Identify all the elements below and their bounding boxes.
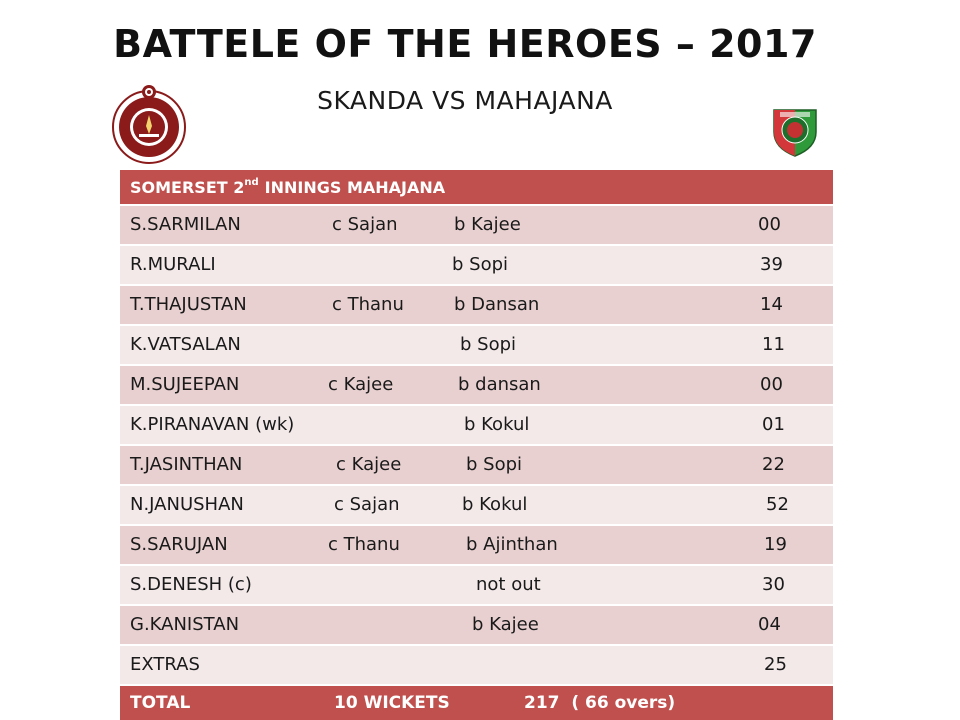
skanda-crest-icon <box>108 82 190 164</box>
innings-header-sup: nd <box>244 176 259 188</box>
batsman-row: S.SARMILAN c Sajan b Kajee 00 <box>120 206 833 244</box>
extras-runs: 25 <box>764 654 787 675</box>
catch-info: c Thanu <box>328 534 400 555</box>
match-subtitle: SKANDA VS MAHAJANA <box>317 86 613 115</box>
extras-label: EXTRAS <box>130 654 200 675</box>
runs: 30 <box>762 574 785 595</box>
runs: 11 <box>762 334 785 355</box>
catch-info: c Sajan <box>332 214 398 235</box>
batsman-name: T.JASINTHAN <box>130 454 243 475</box>
runs: 39 <box>760 254 783 275</box>
total-wickets: 10 WICKETS <box>334 693 450 713</box>
runs: 19 <box>764 534 787 555</box>
mahajana-shield-icon <box>768 104 822 158</box>
batsman-row: T.JASINTHAN c Kajee b Sopi 22 <box>120 446 833 484</box>
batsman-name: R.MURALI <box>130 254 216 275</box>
batsman-name: T.THAJUSTAN <box>130 294 247 315</box>
total-row: TOTAL 10 WICKETS 217 ( 66 overs) <box>120 686 833 720</box>
batsman-name: N.JANUSHAN <box>130 494 244 515</box>
batsman-name: S.DENESH (c) <box>130 574 252 595</box>
bowler-info: b Sopi <box>466 454 523 475</box>
batsman-row: K.PIRANAVAN (wk) b Kokul 01 <box>120 406 833 444</box>
batsman-name: M.SUJEEPAN <box>130 374 240 395</box>
batsman-row: K.VATSALAN b Sopi 11 <box>120 326 833 364</box>
innings-header-prefix: SOMERSET 2 <box>130 177 245 197</box>
catch-info: c Kajee <box>336 454 402 475</box>
batsman-name: S.SARUJAN <box>130 534 228 555</box>
extras-row: EXTRAS 25 <box>120 646 833 684</box>
bowler-info: b Kokul <box>464 414 530 435</box>
batsman-row: N.JANUSHAN c Sajan b Kokul 52 <box>120 486 833 524</box>
page-title: BATTELE OF THE HEROES – 2017 <box>113 22 817 66</box>
catch-info: c Thanu <box>332 294 404 315</box>
catch-info: c Sajan <box>334 494 400 515</box>
runs: 00 <box>760 374 783 395</box>
runs: 22 <box>762 454 785 475</box>
bowler-info: b Kokul <box>462 494 528 515</box>
batsman-row: T.THAJUSTAN c Thanu b Dansan 14 <box>120 286 833 324</box>
innings-header-suffix: INNINGS MAHAJANA <box>264 177 446 197</box>
bowler-info: not out <box>476 574 541 595</box>
total-score: 217 ( 66 overs) <box>524 693 676 713</box>
batsman-name: K.VATSALAN <box>130 334 241 355</box>
catch-info: c Kajee <box>328 374 394 395</box>
runs: 14 <box>760 294 783 315</box>
batsman-name: G.KANISTAN <box>130 614 240 635</box>
bowler-info: b Sopi <box>452 254 509 275</box>
bowler-info: b Dansan <box>454 294 540 315</box>
bowler-info: b Kajee <box>472 614 539 635</box>
total-label: TOTAL <box>130 693 191 713</box>
bowler-info: b Ajinthan <box>466 534 558 555</box>
bowler-info: b Kajee <box>454 214 521 235</box>
bowler-info: b Sopi <box>460 334 517 355</box>
batsman-row: R.MURALI b Sopi 39 <box>120 246 833 284</box>
runs: 04 <box>758 614 781 635</box>
batsman-row: S.SARUJAN c Thanu b Ajinthan 19 <box>120 526 833 564</box>
batsman-name: S.SARMILAN <box>130 214 241 235</box>
bowler-info: b dansan <box>458 374 541 395</box>
batsman-row: S.DENESH (c) not out 30 <box>120 566 833 604</box>
batsman-name: K.PIRANAVAN (wk) <box>130 414 295 435</box>
runs: 01 <box>762 414 785 435</box>
batsman-row: M.SUJEEPAN c Kajee b dansan 00 <box>120 366 833 404</box>
runs: 52 <box>766 494 789 515</box>
batsman-row: G.KANISTAN b Kajee 04 <box>120 606 833 644</box>
runs: 00 <box>758 214 781 235</box>
